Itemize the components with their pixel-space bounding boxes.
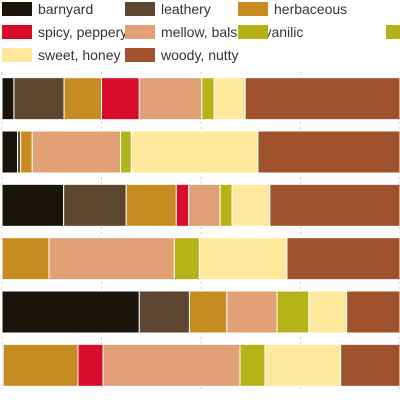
bar-segment-row1-series5: [120, 130, 132, 174]
legend-swatch-7: [125, 48, 155, 62]
legend-swatch-edge: [386, 25, 400, 39]
bar-segment-row0-series7: [244, 77, 400, 121]
legend-swatch-1: [125, 2, 155, 16]
legend-swatch-2: [238, 2, 268, 16]
bar-segment-row4-series6: [308, 290, 348, 334]
legend-swatch-4: [125, 25, 155, 39]
bar-segment-row2-series6: [231, 183, 271, 227]
bar-segment-row0-series1: [13, 77, 65, 121]
bar-segment-row4-series1: [138, 290, 190, 334]
bar-segment-row4-series0: [1, 290, 140, 334]
legend-swatch-6: [2, 48, 32, 62]
bar-segment-row0-series4: [138, 77, 203, 121]
bar-segment-row1-series4: [31, 130, 122, 174]
bar-segment-row0-series2: [63, 77, 102, 121]
bar-segment-row5-series6: [264, 343, 342, 387]
bar-segment-row4-series2: [188, 290, 228, 334]
bar-segment-row5-series5: [239, 343, 266, 387]
bar-segment-row3-series7: [286, 237, 400, 281]
bar-segment-row2-series0: [1, 183, 65, 227]
bar-segment-row5-series4: [102, 343, 241, 387]
legend-label-7: woody, nutty: [160, 47, 239, 63]
bar-segment-row4-series4: [226, 290, 278, 334]
legend-swatch-3: [2, 25, 32, 39]
legend-label-1: leathery: [161, 1, 211, 17]
legend-label-3: spicy, peppery: [38, 24, 127, 40]
bar-segment-row0-series5: [201, 77, 215, 121]
bar-segment-row0-series0: [1, 77, 15, 121]
bar-segment-row2-series7: [269, 183, 400, 227]
bar-segment-row2-series1: [63, 183, 127, 227]
bar-segment-row2-series3: [175, 183, 190, 227]
bar-segment-row0-series6: [213, 77, 246, 121]
bar-segment-row2-series4: [188, 183, 221, 227]
bar-segment-row3-series6: [198, 237, 288, 281]
legend-label-0: barnyard: [38, 1, 93, 17]
bar-segment-row3-series5: [173, 237, 200, 281]
bar-segment-row1-series0: [1, 130, 19, 174]
bar-segment-row5-series3: [77, 343, 104, 387]
bar-segment-row1-series7: [257, 130, 400, 174]
bar-segment-row1-series2: [20, 130, 33, 174]
bar-segment-row5-series2: [2, 343, 79, 387]
legend-label-2: herbaceous: [274, 1, 347, 17]
bar-segment-row2-series2: [125, 183, 177, 227]
bar-segment-row3-series2: [1, 237, 50, 281]
bar-segment-row4-series5: [276, 290, 310, 334]
legend-swatch-0: [2, 2, 32, 16]
bar-segment-row5-series7: [340, 343, 400, 387]
bar-segment-row0-series3: [101, 77, 140, 121]
bar-segment-row3-series4: [48, 237, 175, 281]
bar-segment-row1-series6: [130, 130, 259, 174]
bar-segment-row4-series7: [346, 290, 400, 334]
legend-label-4: mellow, balsam, vanilic: [161, 24, 303, 40]
legend-swatch-5: [238, 25, 268, 39]
bar-segment-row2-series5: [219, 183, 233, 227]
